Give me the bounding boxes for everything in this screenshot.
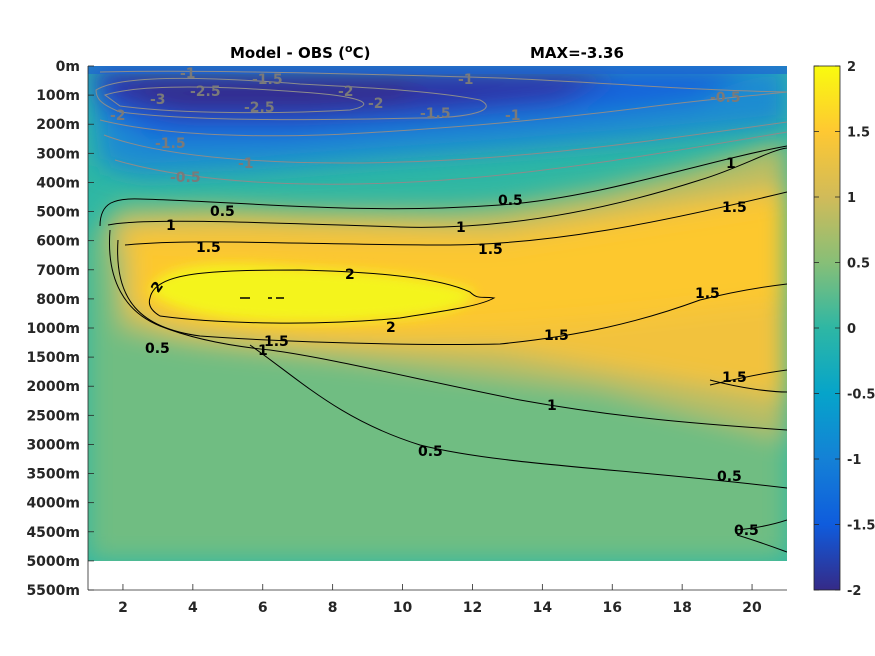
- y-tick-label: 1500m: [26, 350, 80, 366]
- contour-label: 1: [166, 218, 176, 234]
- contour-label: 0.5: [717, 469, 742, 485]
- y-tick-label: 200m: [36, 117, 80, 133]
- chart-title: Model - OBS (oC): [230, 42, 370, 62]
- contour-label: -1.5: [252, 72, 283, 88]
- y-tick-label: 5500m: [26, 583, 80, 599]
- y-axis: 0m 100m 200m 300m 400m 500m 600m 700m 800m 1000m 1…: [26, 59, 94, 599]
- contour-label: 1.5: [264, 334, 289, 350]
- contour-label: 1.5: [196, 240, 221, 256]
- x-tick-label: 12: [463, 600, 482, 616]
- contour-label: 1: [258, 343, 268, 359]
- contour-label: 0.5: [734, 523, 759, 539]
- y-tick-label: 1000m: [26, 321, 80, 337]
- contour-labels-negative: -1 -1.5 -1 -2 -3 -2.5 -2.5 -2 -2 -1.5 -1…: [110, 66, 741, 186]
- contour-label: -1: [238, 156, 254, 172]
- y-tick-label: 500m: [36, 205, 80, 221]
- y-tick-label: 3500m: [26, 467, 80, 483]
- y-tick-label: 700m: [36, 263, 80, 279]
- contour-label: 0.5: [418, 444, 443, 460]
- contour-label: -1: [458, 72, 474, 88]
- contour-label: -0.5: [710, 90, 741, 106]
- y-tick-label: 0m: [56, 59, 80, 75]
- contour-label: -2.5: [190, 84, 221, 100]
- contour-label: 1.5: [722, 370, 747, 386]
- contour-label: 1: [547, 398, 557, 414]
- y-tick-label: 400m: [36, 175, 80, 191]
- contour-label: -1: [505, 108, 521, 124]
- y-tick-label: 5000m: [26, 554, 80, 570]
- contour-label: 1.5: [695, 286, 720, 302]
- contour-label: -2: [338, 84, 354, 100]
- max-value-title: MAX=-3.36: [530, 44, 624, 62]
- y-tick-label: 2500m: [26, 408, 80, 424]
- x-tick-label: 16: [603, 600, 622, 616]
- colorbar-tick-label: 0: [847, 322, 856, 337]
- contour-label: 1: [726, 156, 736, 172]
- contour-label: 0.5: [210, 204, 235, 220]
- x-tick-label: 8: [328, 600, 338, 616]
- contour-label: 2: [386, 320, 396, 336]
- colorbar-tick-label: -1: [847, 453, 861, 468]
- contour-label: 2: [345, 267, 355, 283]
- x-axis: 2 4 6 8 10 12 14 16 18 20: [118, 584, 762, 616]
- colorbar-tick-label: -0.5: [847, 388, 875, 403]
- colorbar-tick-label: -1.5: [847, 519, 875, 534]
- contour-label: 1.5: [722, 200, 747, 216]
- y-tick-label: 100m: [36, 88, 80, 104]
- x-tick-label: 6: [258, 600, 268, 616]
- contour-label: 0.5: [498, 193, 523, 209]
- y-tick-label: 600m: [36, 234, 80, 250]
- contour-label: -1: [180, 66, 196, 82]
- colorbar-tick-label: 1: [847, 191, 856, 206]
- x-tick-label: 10: [393, 600, 413, 616]
- contour-label: -1.5: [155, 136, 186, 152]
- contour-label: -2: [110, 108, 126, 124]
- colorbar: 2 1.5 1 0.5 0 -0.5 -1 -1.5 -2: [813, 60, 875, 599]
- positive-contours: [99, 145, 787, 553]
- colorbar-tick-label: -2: [847, 584, 861, 599]
- colorbar-tick-label: 1.5: [847, 126, 870, 141]
- contour-label: -0.5: [170, 170, 201, 186]
- y-tick-label: 300m: [36, 146, 80, 162]
- contour-label: 1: [456, 220, 466, 236]
- colorbar-tick-label: 0.5: [847, 257, 870, 272]
- contour-label: -2: [368, 96, 384, 112]
- x-tick-label: 18: [672, 600, 691, 616]
- contour-label: 1.5: [478, 242, 503, 258]
- y-tick-label: 4000m: [26, 496, 80, 512]
- y-tick-label: 800m: [36, 292, 80, 308]
- x-tick-label: 4: [188, 600, 198, 616]
- svg-text:Model - OBS (oC): Model - OBS (oC): [230, 42, 370, 62]
- y-tick-label: 4500m: [26, 525, 80, 541]
- x-tick-label: 2: [118, 600, 128, 616]
- contour-label: -3: [150, 92, 166, 108]
- contour-label: 0.5: [145, 341, 170, 357]
- x-tick-label: 14: [533, 600, 553, 616]
- contour-label: -2.5: [244, 100, 275, 116]
- heatmap-field: [88, 66, 787, 561]
- negative-contours: [95, 70, 787, 185]
- x-tick-label: 20: [742, 600, 762, 616]
- y-tick-label: 2000m: [26, 379, 80, 395]
- y-tick-label: 3000m: [26, 437, 80, 453]
- contour-label: -1.5: [420, 106, 451, 122]
- colorbar-tick-label: 2: [847, 60, 856, 75]
- contour-label: 1.5: [544, 328, 569, 344]
